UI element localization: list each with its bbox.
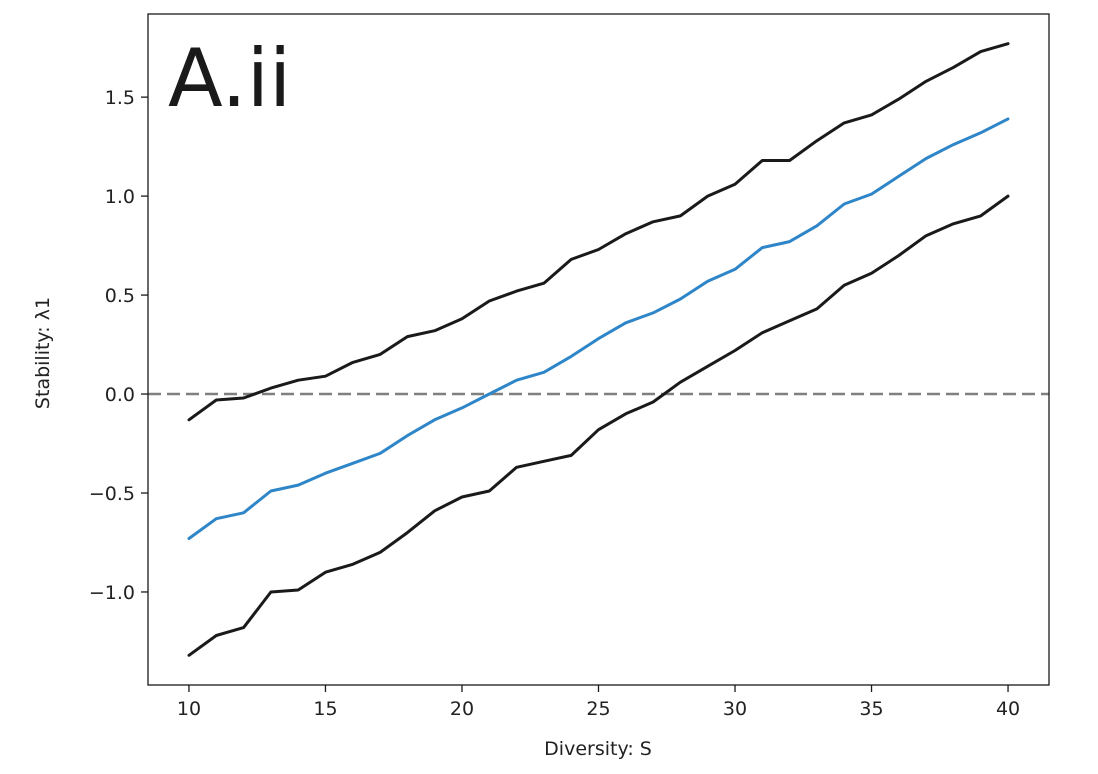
x-axis: 10 15 20 25 30 35 40 — [177, 685, 1020, 720]
x-tick-label: 10 — [177, 698, 201, 720]
x-tick-label: 40 — [996, 698, 1020, 720]
y-tick-label: −0.5 — [89, 483, 135, 505]
x-tick-label: 35 — [859, 698, 883, 720]
panel-label: A.ii — [168, 32, 291, 125]
y-tick-label: −1.0 — [89, 582, 135, 604]
x-tick-label: 15 — [313, 698, 337, 720]
y-axis-label: Stability: λ1 — [32, 297, 54, 409]
plot-background — [148, 14, 1049, 685]
series-line-2 — [187, 117, 1010, 540]
y-tick-label: 0.0 — [105, 384, 135, 406]
series-line-1 — [187, 42, 1010, 422]
x-tick-label: 20 — [450, 698, 474, 720]
x-tick-label: 30 — [723, 698, 747, 720]
y-tick-label: 1.5 — [105, 87, 135, 109]
y-tick-label: 0.5 — [105, 285, 135, 307]
y-axis: −1.0 −0.5 0.0 0.5 1.0 1.5 — [89, 87, 148, 604]
x-axis-label: Diversity: S — [544, 738, 652, 760]
y-tick-label: 1.0 — [105, 186, 135, 208]
series-line-3 — [187, 194, 1010, 657]
x-tick-label: 25 — [586, 698, 610, 720]
series-layer — [187, 42, 1010, 657]
